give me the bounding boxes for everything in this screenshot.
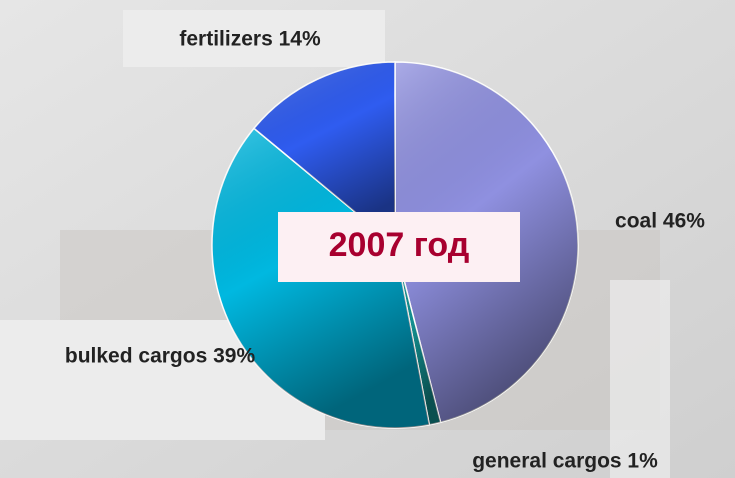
chart-title: 2007 год (329, 226, 470, 264)
column (610, 280, 670, 478)
data-label: general cargos 1% (472, 450, 658, 473)
data-label: bulked cargos 39% (65, 345, 256, 368)
data-label: fertilizers 14% (179, 28, 321, 51)
data-label: coal 46% (615, 210, 705, 233)
chart: 2007 год coal 46% general cargos 1% bulked… (0, 0, 735, 478)
